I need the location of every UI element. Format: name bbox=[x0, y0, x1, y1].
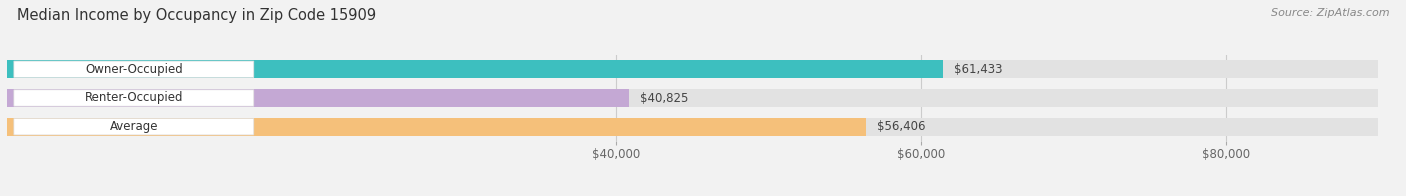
Bar bbox=[7, 60, 943, 78]
Text: Source: ZipAtlas.com: Source: ZipAtlas.com bbox=[1271, 8, 1389, 18]
Bar bbox=[7, 89, 1378, 107]
Text: $40,825: $40,825 bbox=[640, 92, 688, 104]
FancyBboxPatch shape bbox=[14, 90, 254, 106]
Bar bbox=[7, 89, 628, 107]
Text: Owner-Occupied: Owner-Occupied bbox=[84, 63, 183, 76]
Text: $56,406: $56,406 bbox=[877, 120, 925, 133]
Text: Median Income by Occupancy in Zip Code 15909: Median Income by Occupancy in Zip Code 1… bbox=[17, 8, 375, 23]
FancyBboxPatch shape bbox=[14, 119, 254, 135]
Text: Average: Average bbox=[110, 120, 157, 133]
Text: $61,433: $61,433 bbox=[953, 63, 1002, 76]
Bar bbox=[7, 118, 866, 136]
FancyBboxPatch shape bbox=[14, 61, 254, 77]
Text: Renter-Occupied: Renter-Occupied bbox=[84, 92, 183, 104]
Bar bbox=[7, 118, 1378, 136]
Bar bbox=[7, 60, 1378, 78]
